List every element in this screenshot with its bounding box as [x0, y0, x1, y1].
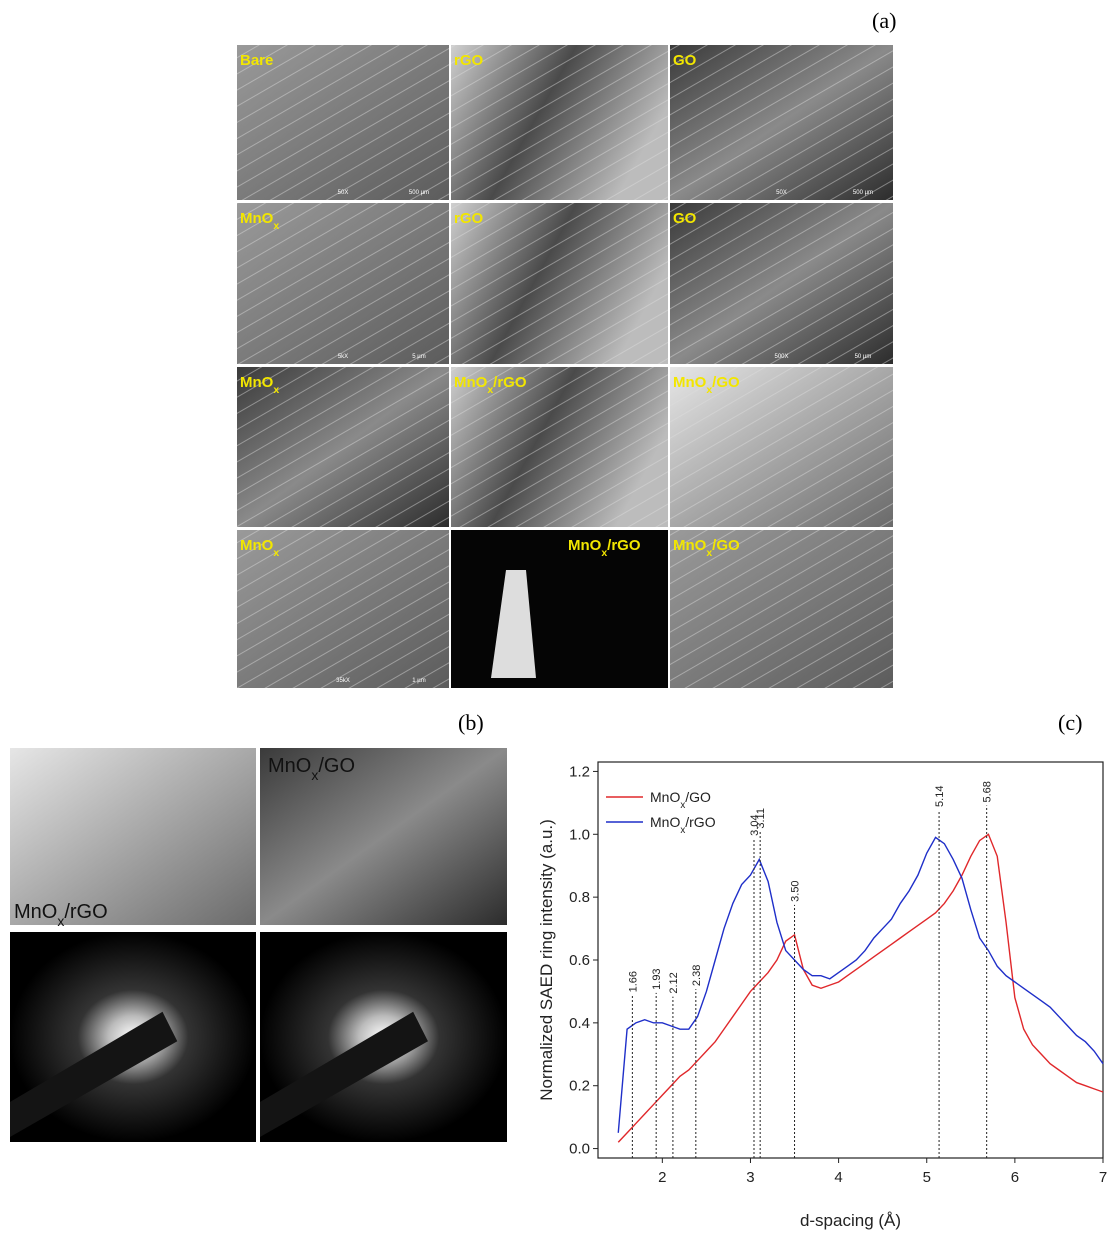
- image-texture: [451, 45, 668, 200]
- image-label: GO: [673, 210, 697, 227]
- scale-bar: 500 µm: [409, 190, 429, 196]
- magnification: 35kX: [336, 678, 350, 684]
- scale-bar: 50 µm: [855, 354, 872, 360]
- x-tick-label: 3: [746, 1169, 754, 1186]
- scale-bar: 5 µm: [412, 354, 425, 360]
- y-tick-label: 0.6: [569, 952, 590, 969]
- magnification: 50X: [776, 190, 787, 196]
- panel-label: (c): [1058, 710, 1082, 735]
- scale-bar: 500 µm: [853, 190, 873, 196]
- x-tick-label: 5: [923, 1169, 931, 1186]
- y-tick-label: 0.8: [569, 889, 590, 906]
- peak-label: 3.50: [790, 880, 802, 901]
- y-tick-label: 0.0: [569, 1141, 590, 1158]
- x-tick-label: 6: [1011, 1169, 1019, 1186]
- image-label: GO: [673, 52, 697, 69]
- tem-image: [10, 748, 256, 925]
- image-texture: [237, 203, 449, 364]
- peak-label: 1.66: [627, 971, 639, 992]
- image-texture: [451, 367, 668, 527]
- image-texture: [670, 203, 893, 364]
- image-texture: [237, 367, 449, 527]
- y-tick-label: 1.2: [569, 763, 590, 780]
- magnification: 500X: [774, 354, 788, 360]
- legend-label: MnOx/rGO: [650, 814, 716, 836]
- y-tick-label: 0.2: [569, 1078, 590, 1095]
- peak-label: 5.14: [934, 786, 946, 807]
- peak-label: 2.12: [668, 972, 680, 993]
- x-tick-label: 2: [658, 1169, 666, 1186]
- x-axis-label: d-spacing (Å): [800, 1211, 901, 1230]
- image-texture: [670, 367, 893, 527]
- panel-label: (b): [458, 710, 484, 735]
- image-label: rGO: [454, 52, 484, 69]
- y-tick-label: 0.4: [569, 1015, 590, 1032]
- image-texture: [451, 203, 668, 364]
- y-tick-label: 1.0: [569, 826, 590, 843]
- panel-label: (a): [872, 8, 896, 33]
- figure: (a) (b) (c) Bare 50X 500 µm rGO GO 50X 500 µm M…: [0, 0, 1110, 1236]
- scale-bar: 1 µm: [412, 678, 425, 684]
- x-tick-label: 4: [834, 1169, 842, 1186]
- x-tick-label: 7: [1099, 1169, 1107, 1186]
- data-line: [618, 834, 1103, 1142]
- magnification: 5kX: [338, 354, 348, 360]
- peak-label: 5.68: [982, 781, 994, 802]
- magnification: 50X: [338, 190, 349, 196]
- peak-label: 3.11: [755, 808, 767, 829]
- image-texture: [670, 45, 893, 200]
- image-label: Bare: [240, 52, 273, 69]
- image-label: rGO: [454, 210, 484, 227]
- peak-label: 1.93: [651, 968, 663, 989]
- y-axis-label: Normalized SAED ring intensity (a.u.): [537, 819, 556, 1101]
- legend-label: MnOx/GO: [650, 789, 711, 811]
- peak-label: 2.38: [691, 965, 703, 986]
